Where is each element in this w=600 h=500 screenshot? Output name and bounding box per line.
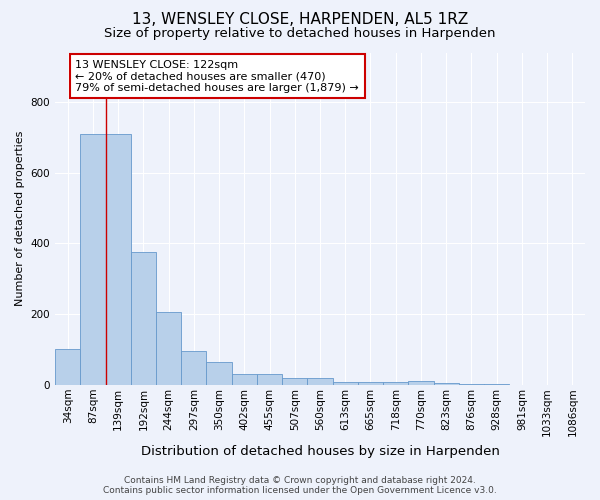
Bar [106, 134, 131, 385]
Bar [206, 362, 232, 385]
Bar [257, 374, 282, 385]
Text: Size of property relative to detached houses in Harpenden: Size of property relative to detached ho… [104, 28, 496, 40]
Bar [409, 381, 434, 385]
Bar [232, 374, 257, 385]
Bar [459, 384, 484, 385]
Bar [332, 382, 358, 385]
Text: 13, WENSLEY CLOSE, HARPENDEN, AL5 1RZ: 13, WENSLEY CLOSE, HARPENDEN, AL5 1RZ [132, 12, 468, 28]
Text: 13 WENSLEY CLOSE: 122sqm
← 20% of detached houses are smaller (470)
79% of semi-: 13 WENSLEY CLOSE: 122sqm ← 20% of detach… [75, 60, 359, 93]
Bar [131, 252, 156, 385]
Bar [307, 378, 332, 385]
Bar [80, 134, 106, 385]
Bar [282, 378, 307, 385]
Bar [484, 384, 509, 385]
Text: Contains HM Land Registry data © Crown copyright and database right 2024.
Contai: Contains HM Land Registry data © Crown c… [103, 476, 497, 495]
Bar [156, 312, 181, 385]
Y-axis label: Number of detached properties: Number of detached properties [15, 131, 25, 306]
Bar [434, 383, 459, 385]
Bar [181, 351, 206, 385]
Bar [358, 382, 383, 385]
Bar [383, 382, 409, 385]
X-axis label: Distribution of detached houses by size in Harpenden: Distribution of detached houses by size … [140, 444, 499, 458]
Bar [55, 350, 80, 385]
